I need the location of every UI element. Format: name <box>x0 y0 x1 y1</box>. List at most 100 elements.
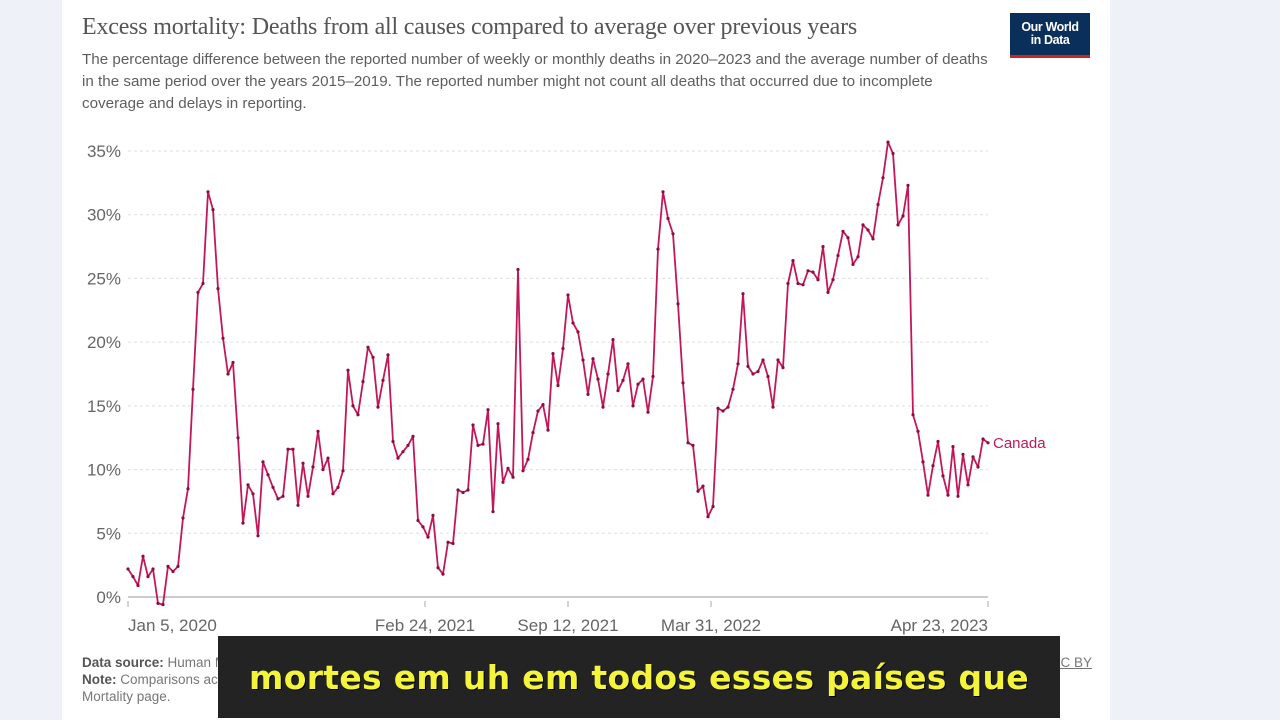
data-point[interactable] <box>151 567 155 571</box>
data-point[interactable] <box>896 223 900 227</box>
data-point[interactable] <box>336 485 340 489</box>
data-point[interactable] <box>651 374 655 379</box>
data-point[interactable] <box>591 357 595 361</box>
data-point[interactable] <box>851 262 855 266</box>
data-point[interactable] <box>161 603 165 607</box>
data-point[interactable] <box>921 460 925 464</box>
data-point[interactable] <box>761 358 765 362</box>
data-point[interactable] <box>276 497 280 501</box>
data-point[interactable] <box>496 422 500 426</box>
data-point[interactable] <box>281 494 285 498</box>
data-point[interactable] <box>691 443 695 447</box>
data-point[interactable] <box>291 447 295 451</box>
data-point[interactable] <box>866 228 870 232</box>
data-point[interactable] <box>821 245 825 249</box>
data-point[interactable] <box>751 372 755 376</box>
data-point[interactable] <box>526 457 530 461</box>
data-point[interactable] <box>941 474 945 478</box>
data-point[interactable] <box>286 447 290 451</box>
data-point[interactable] <box>326 456 330 460</box>
data-point[interactable] <box>331 492 335 496</box>
data-point[interactable] <box>506 466 510 470</box>
data-point[interactable] <box>146 575 150 579</box>
data-point[interactable] <box>166 564 170 569</box>
data-point[interactable] <box>141 554 145 558</box>
data-point[interactable] <box>461 490 465 495</box>
data-point[interactable] <box>811 270 815 274</box>
data-point[interactable] <box>471 423 475 427</box>
data-point[interactable] <box>396 456 400 460</box>
data-point[interactable] <box>376 405 380 409</box>
data-point[interactable] <box>956 494 960 498</box>
data-point[interactable] <box>486 408 490 412</box>
data-point[interactable] <box>931 464 935 468</box>
data-point[interactable] <box>641 377 645 381</box>
data-point[interactable] <box>656 247 660 251</box>
data-point[interactable] <box>856 255 860 259</box>
data-point[interactable] <box>776 358 780 362</box>
data-point[interactable] <box>296 503 300 507</box>
data-point[interactable] <box>231 360 235 365</box>
data-point[interactable] <box>441 572 445 576</box>
data-point[interactable] <box>586 392 590 396</box>
data-point[interactable] <box>746 364 750 368</box>
data-point[interactable] <box>201 281 205 286</box>
data-point[interactable] <box>361 380 365 384</box>
data-point[interactable] <box>311 465 315 469</box>
data-point[interactable] <box>406 443 410 447</box>
series-canada[interactable] <box>126 140 990 607</box>
data-point[interactable] <box>391 439 395 444</box>
data-point[interactable] <box>306 494 310 498</box>
data-point[interactable] <box>981 437 985 441</box>
data-point[interactable] <box>741 292 745 296</box>
data-point[interactable] <box>696 489 700 493</box>
data-point[interactable] <box>606 372 610 376</box>
data-point[interactable] <box>491 510 495 514</box>
data-point[interactable] <box>236 436 240 440</box>
data-point[interactable] <box>916 429 920 433</box>
data-point[interactable] <box>601 405 605 409</box>
data-point[interactable] <box>796 281 800 286</box>
data-point[interactable] <box>806 269 810 273</box>
data-point[interactable] <box>871 237 875 241</box>
data-point[interactable] <box>211 208 215 212</box>
data-point[interactable] <box>891 151 895 156</box>
data-point[interactable] <box>616 389 620 393</box>
data-point[interactable] <box>481 442 485 446</box>
data-point[interactable] <box>436 566 440 570</box>
data-point[interactable] <box>876 202 880 207</box>
data-point[interactable] <box>786 281 790 286</box>
data-point[interactable] <box>256 534 260 538</box>
data-point[interactable] <box>301 461 305 465</box>
data-point[interactable] <box>906 183 910 187</box>
data-point[interactable] <box>476 443 480 447</box>
data-point[interactable] <box>676 302 680 306</box>
data-point[interactable] <box>416 518 420 523</box>
data-point[interactable] <box>671 232 675 236</box>
data-point[interactable] <box>366 345 370 349</box>
data-point[interactable] <box>771 405 775 409</box>
data-point[interactable] <box>926 493 930 497</box>
data-point[interactable] <box>976 465 980 469</box>
data-point[interactable] <box>131 575 135 579</box>
data-point[interactable] <box>726 405 730 409</box>
data-point[interactable] <box>501 480 505 484</box>
data-point[interactable] <box>766 374 770 379</box>
data-point[interactable] <box>191 387 195 391</box>
data-point[interactable] <box>511 475 515 479</box>
data-point[interactable] <box>246 483 250 487</box>
data-point[interactable] <box>631 404 635 408</box>
data-point[interactable] <box>551 352 555 356</box>
data-point[interactable] <box>221 336 225 340</box>
data-point[interactable] <box>611 338 615 342</box>
data-point[interactable] <box>451 541 455 546</box>
data-point[interactable] <box>736 362 740 366</box>
data-point[interactable] <box>346 368 350 372</box>
data-point[interactable] <box>566 293 570 297</box>
data-point[interactable] <box>126 567 130 571</box>
data-point[interactable] <box>661 190 665 194</box>
series-label-canada[interactable]: Canada <box>993 435 1046 452</box>
data-point[interactable] <box>681 381 685 385</box>
data-point[interactable] <box>861 223 865 227</box>
data-point[interactable] <box>881 176 885 180</box>
